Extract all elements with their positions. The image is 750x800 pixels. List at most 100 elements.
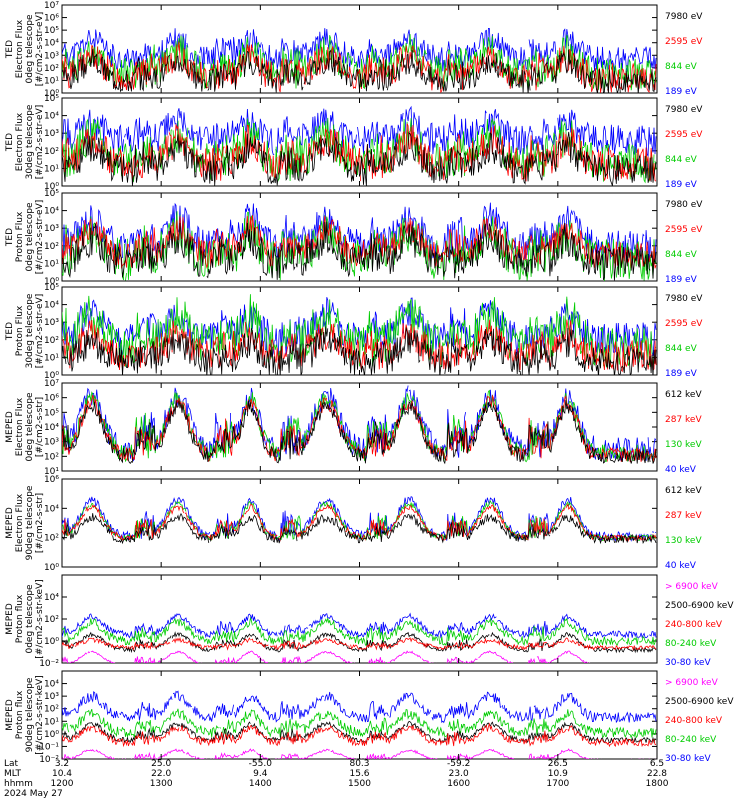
series-trace — [62, 722, 657, 748]
x-tick-label: 26.5 — [548, 759, 568, 769]
y-tick-label: 10⁴ — [44, 504, 59, 514]
y-tick-label: 10¹ — [44, 467, 59, 477]
legend-entry: 30-80 keV — [665, 658, 711, 668]
y-axis-label-line: [#/cm2-s-str-keV] — [35, 675, 45, 754]
legend-entry: 612 keV — [665, 486, 702, 496]
y-tick-label: 10⁴ — [44, 593, 59, 603]
y-axis-label-line: TED — [5, 322, 15, 341]
y-axis-label-line: Proton flux — [15, 594, 25, 643]
y-tick-label: 10⁴ — [44, 680, 59, 690]
y-tick-label: 10¹ — [44, 164, 59, 174]
y-tick-label: 10¹ — [44, 76, 59, 86]
y-axis-label-line: [#/cm2-s-str-eV] — [35, 200, 45, 275]
legend-entry: 2595 eV — [665, 319, 703, 329]
y-tick-label: 10⁻² — [39, 659, 59, 669]
y-tick-label: 10¹ — [44, 717, 59, 727]
x-tick-label: 1400 — [249, 779, 272, 789]
x-tick-label: 1200 — [51, 779, 74, 789]
x-tick-label: 3.2 — [55, 759, 69, 769]
y-tick-label: 10² — [44, 64, 59, 74]
series-trace — [62, 131, 657, 186]
legend-entry: 189 eV — [665, 275, 698, 285]
y-tick-label: 10³ — [44, 438, 59, 448]
legend-entry: 287 keV — [665, 511, 702, 521]
y-tick-label: 10⁰ — [44, 730, 59, 740]
x-tick-label: 25.0 — [151, 759, 171, 769]
y-tick-label: 10⁵ — [44, 408, 59, 418]
y-tick-label: 10³ — [44, 129, 59, 139]
legend-entry: 2500-6900 keV — [665, 697, 734, 707]
x-row-label: hhmm — [4, 779, 33, 789]
y-axis-label-line: 0deg telescope — [25, 584, 35, 654]
series-trace — [62, 616, 657, 647]
y-axis-label: TED Electron Flux 0deg telescope [#/cm2-s-s… — [5, 12, 45, 87]
legend-entry: 189 eV — [665, 369, 698, 379]
legend-entry: > 6900 keV — [665, 678, 719, 688]
series-trace — [62, 690, 657, 724]
y-tick-label: 10⁰ — [44, 371, 59, 381]
y-axis-label: TED Proton Flux 0deg telescope [#/cm2-s-str… — [5, 200, 45, 275]
series-trace — [62, 612, 657, 639]
x-tick-label: 9.4 — [253, 769, 268, 779]
y-axis-label-line: 90deg telescope — [25, 677, 35, 752]
y-axis-label-line: Electron Flux — [15, 397, 25, 456]
y-tick-label: 10⁻¹ — [39, 742, 59, 752]
y-axis-label-line: [#/cm2-s-str] — [35, 397, 45, 457]
legend-entry: 612 keV — [665, 390, 702, 400]
x-tick-label: 22.0 — [151, 769, 171, 779]
x-tick-label: 23.0 — [449, 769, 469, 779]
y-axis-label-line: TED — [5, 133, 15, 152]
series-trace — [62, 49, 657, 93]
x-tick-label: -55.0 — [249, 759, 273, 769]
x-axis-labels: Lat 3.2 25.0 -55.0 80.3 -59.2 26.5 6.5 MLT 10.4 22… — [4, 759, 669, 799]
y-axis-label-line: [#/cm2-s-str] — [35, 493, 45, 553]
y-tick-label: 10² — [44, 242, 59, 252]
series-trace — [62, 221, 657, 281]
y-axis-label-line: 0deg telescope — [25, 202, 35, 272]
y-tick-label: 10⁰ — [44, 277, 59, 287]
y-tick-label: 10⁷ — [44, 379, 59, 389]
legend-entry: 844 eV — [665, 344, 698, 354]
y-tick-label: 10³ — [44, 51, 59, 61]
y-tick-label: 10⁵ — [44, 26, 59, 36]
legend-entry: 40 keV — [665, 561, 697, 571]
y-tick-label: 10² — [44, 336, 59, 346]
y-axis-label-line: Electron Flux — [15, 112, 25, 171]
y-tick-label: 10⁴ — [44, 112, 59, 122]
y-axis-label-line: 0deg telescope — [25, 14, 35, 84]
legend-entry: 80-240 keV — [665, 639, 717, 649]
series-trace — [62, 326, 657, 375]
series-trace — [62, 400, 657, 465]
legend-entry: 7980 eV — [665, 12, 703, 22]
legend-entry: 240-800 keV — [665, 716, 723, 726]
y-tick-label: 10³ — [44, 318, 59, 328]
y-tick-label: 10⁵ — [44, 94, 59, 104]
y-tick-label: 10⁷ — [44, 1, 59, 11]
x-tick-label: 6.5 — [650, 759, 664, 769]
legend-entry: 189 eV — [665, 87, 698, 97]
y-axis-label-line: 30deg telescope — [25, 293, 35, 368]
y-axis-label-line: TED — [5, 228, 15, 247]
y-axis-label: MEPED Electron Flux 0deg telescope [#/cm2-s… — [5, 392, 45, 462]
y-axis-label-line: 90deg telescope — [25, 485, 35, 560]
y-tick-label: 10² — [44, 147, 59, 157]
y-tick-label: 10⁶ — [44, 394, 59, 404]
y-axis-label-line: Proton flux — [15, 690, 25, 739]
series-trace — [62, 636, 657, 651]
y-tick-label: 10² — [44, 534, 59, 544]
y-tick-label: 10⁰ — [44, 89, 59, 99]
y-axis-label: TED Proton Flux 30deg telescope [#/cm2-s-st… — [5, 293, 45, 368]
y-axis-label-line: 30deg telescope — [25, 104, 35, 179]
y-tick-label: 10⁴ — [44, 207, 59, 217]
legend-entry: 80-240 keV — [665, 735, 717, 745]
legend-entry: 40 keV — [665, 465, 697, 475]
y-axis-label-line: Electron Flux — [15, 493, 25, 552]
x-tick-label: 1300 — [150, 779, 173, 789]
legend-entry: 287 keV — [665, 415, 702, 425]
y-axis-label-line: TED — [5, 40, 15, 59]
y-axis-label-line: [#/cm2-s-str-eV] — [35, 294, 45, 369]
